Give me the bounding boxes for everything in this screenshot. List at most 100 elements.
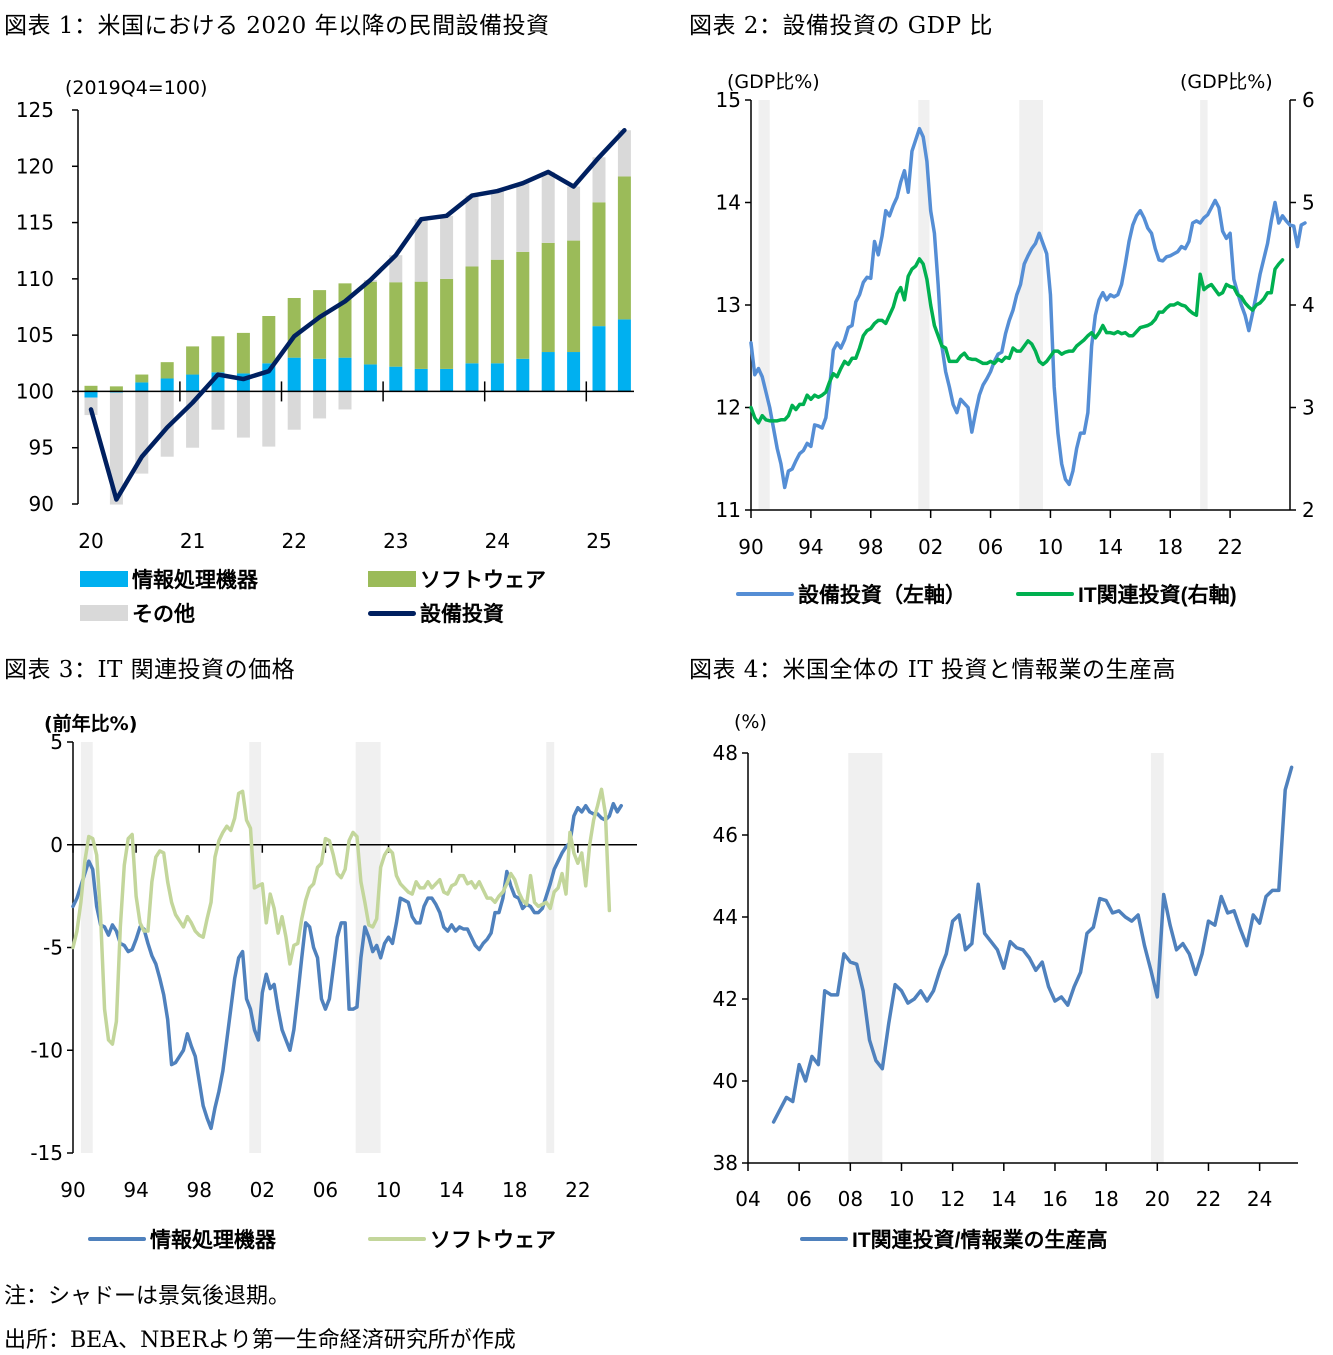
bar-other: [135, 391, 149, 474]
y-tick-label: 110: [16, 267, 54, 291]
chart-2-right-axis-label: (GDP比%): [1180, 71, 1273, 93]
legend-label-software-price: ソフトウェア: [430, 1229, 556, 1252]
left-y-tick-label: 40: [713, 1069, 738, 1093]
bar-other: [262, 391, 276, 447]
recession-shade: [758, 100, 770, 510]
bar-software: [186, 346, 200, 375]
legend-swatch-it-equipment-price: [88, 1237, 146, 1241]
legend-item-it-equipment-price: 情報処理機器: [88, 1224, 276, 1254]
x-tick-label: 94: [123, 1178, 148, 1202]
x-tick-label: 18: [1093, 1187, 1118, 1211]
bar-it-equipment: [109, 391, 123, 393]
left-y-tick-label: 42: [713, 987, 738, 1011]
legend-item-software-price: ソフトウェア: [368, 1224, 556, 1254]
legend-label-it-equipment: 情報処理機器: [132, 569, 258, 592]
chart-4-axes: 38 40 42 44 46 48 04 06 08 10 12 14 16 18 20 22 24: [713, 741, 1298, 1211]
bar-software: [313, 290, 327, 359]
left-y-tick-label: 15: [716, 88, 741, 112]
footnote-source: 出所：BEA、NBERより第一生命経済研究所が作成: [4, 1328, 516, 1353]
x-tick-label: 98: [186, 1178, 211, 1202]
x-tick-label: 22: [1196, 1187, 1221, 1211]
legend-swatch-capex: [368, 610, 416, 616]
chart-3-axes: -15 -10 -5 0 5 90 94 98 02 06 10 14 18 22: [30, 730, 637, 1202]
legend-label-capex-left: 設備投資（左軸）: [798, 584, 966, 607]
recession-shade: [249, 742, 262, 1153]
right-y-tick-label: 5: [1302, 191, 1315, 215]
x-tick-label: 04: [735, 1187, 760, 1211]
x-tick-label: 14: [991, 1187, 1016, 1211]
bar-it-equipment: [313, 358, 327, 392]
y-tick-label: 105: [16, 323, 54, 347]
bar-software: [338, 283, 352, 358]
legend-label-it-equipment-price: 情報処理機器: [150, 1229, 276, 1252]
chart-4-recession-shading: [848, 753, 1164, 1163]
chart-1-bars: [84, 130, 631, 505]
chart-2-recession-shading: [758, 100, 1208, 510]
bar-it-equipment: [592, 326, 606, 392]
bar-other: [389, 255, 403, 283]
legend-swatch-other: [80, 605, 128, 621]
chart-1-unit-label: (2019Q4=100): [65, 77, 207, 99]
chart-4-axis-label: (%): [734, 711, 767, 733]
chart-2-lines: [749, 126, 1307, 490]
bar-other: [160, 391, 174, 457]
bar-it-equipment: [186, 374, 200, 392]
bar-other: [363, 279, 377, 282]
x-tick-label: 21: [180, 529, 205, 553]
chart-4-lines: [771, 765, 1294, 1124]
bar-it-equipment: [363, 364, 377, 392]
x-tick-label: 08: [838, 1187, 863, 1211]
bar-other: [236, 391, 250, 438]
recession-shade: [546, 742, 555, 1153]
x-tick-label: 10: [1038, 535, 1063, 559]
x-tick-label: 98: [858, 535, 883, 559]
chart-3-axis-label: (前年比%): [44, 712, 137, 735]
bar-software: [236, 332, 250, 374]
x-tick-label: 22: [565, 1178, 590, 1202]
x-tick-label: 22: [1217, 535, 1242, 559]
bar-it-equipment: [287, 357, 301, 392]
x-tick-label: 16: [1042, 1187, 1067, 1211]
bar-software: [516, 251, 530, 359]
bar-software: [109, 386, 123, 392]
figure-1-title: 図表 1：米国における 2020 年以降の民間設備投資: [4, 13, 550, 39]
legend-swatch-it-right: [1016, 592, 1074, 596]
bar-other: [490, 191, 504, 260]
legend-item-capex-left: 設備投資（左軸）: [736, 579, 966, 609]
left-y-tick-label: 46: [713, 823, 738, 847]
legend-swatch-it-equipment: [80, 571, 128, 587]
bar-other: [287, 391, 301, 430]
y-tick-label: 120: [16, 154, 54, 178]
legend-label-it-right: IT関連投資(右軸): [1078, 584, 1237, 607]
left-y-tick-label: 48: [713, 741, 738, 765]
bar-other: [414, 219, 428, 282]
legend-swatch-it-info-ratio: [800, 1237, 848, 1241]
x-tick-label: 23: [383, 529, 408, 553]
x-tick-label: 02: [918, 535, 943, 559]
recession-shade: [355, 742, 381, 1153]
bar-other: [541, 171, 555, 243]
bar-other: [338, 391, 352, 410]
legend-item-it-right: IT関連投資(右軸): [1016, 579, 1237, 609]
y-tick-label: 90: [29, 492, 54, 516]
recession-shade: [1200, 100, 1208, 510]
x-tick-label: 06: [978, 535, 1003, 559]
x-tick-label: 06: [786, 1187, 811, 1211]
left-y-tick-label: 38: [713, 1151, 738, 1175]
left-y-tick-label: 13: [716, 293, 741, 317]
series-line-1: [749, 257, 1285, 425]
x-tick-label: 20: [78, 529, 103, 553]
x-tick-label: 06: [313, 1178, 338, 1202]
bar-software: [414, 281, 428, 369]
left-y-tick-label: 11: [716, 498, 741, 522]
x-tick-label: 22: [281, 529, 306, 553]
chart-3-lines: [71, 787, 623, 1131]
right-y-tick-label: 6: [1302, 88, 1315, 112]
bar-software: [135, 374, 149, 383]
left-y-tick-label: 12: [716, 396, 741, 420]
legend-item-it-info-ratio: IT関連投資/情報業の生産高: [800, 1224, 1108, 1254]
legend-swatch-software: [368, 571, 416, 587]
bar-software: [262, 316, 276, 364]
bar-it-equipment: [338, 357, 352, 392]
bar-other: [211, 391, 225, 430]
